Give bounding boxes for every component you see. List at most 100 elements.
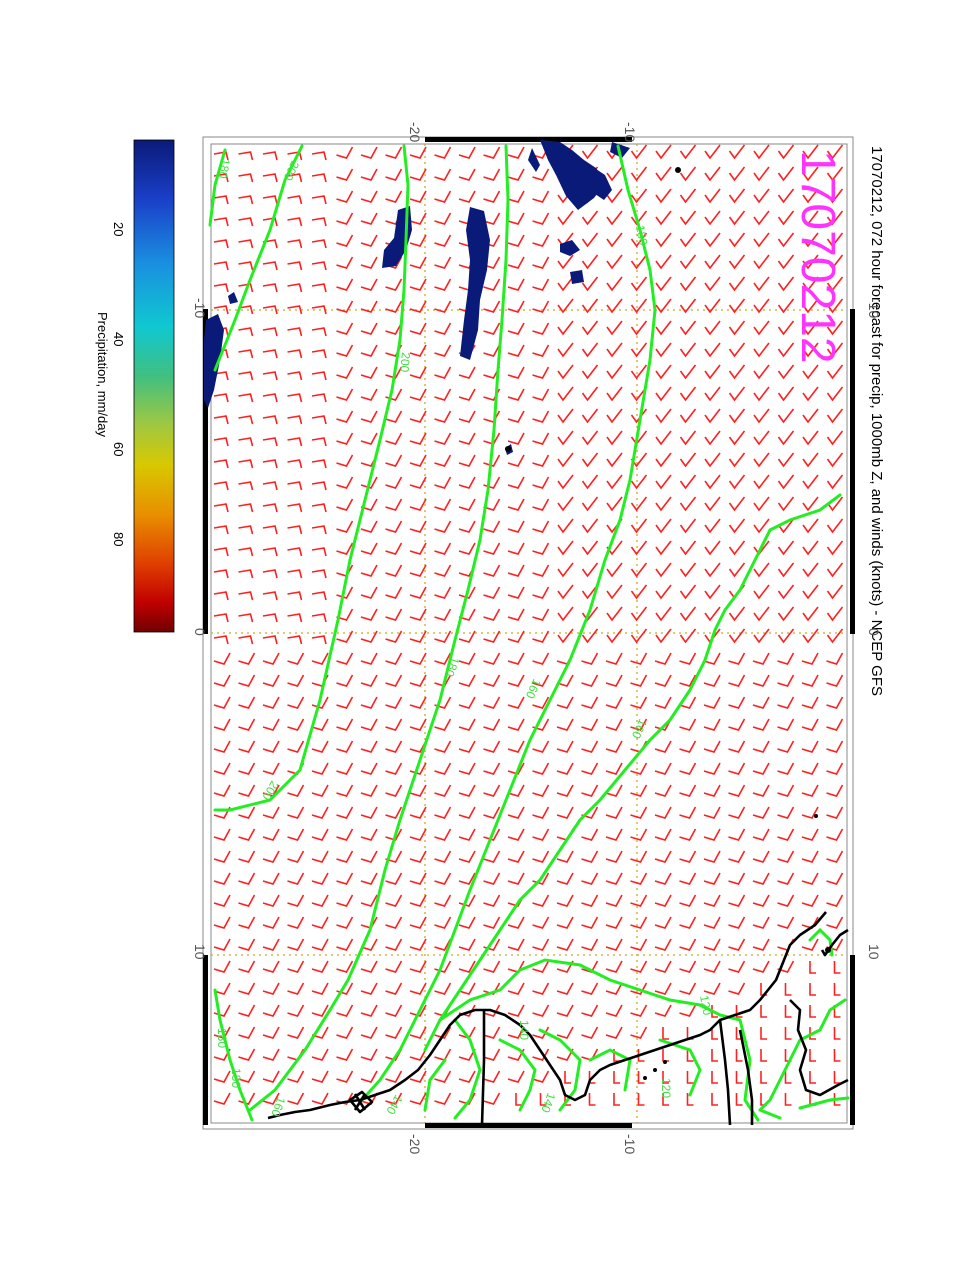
wind-barb bbox=[532, 498, 550, 511]
wind-barb bbox=[703, 652, 721, 665]
wind-barb bbox=[262, 591, 278, 601]
wind-barb bbox=[458, 850, 476, 863]
wind-barb bbox=[409, 1048, 427, 1061]
wind-barb bbox=[826, 540, 844, 556]
wind-barb bbox=[532, 388, 550, 401]
wind-barb bbox=[434, 300, 452, 313]
wind-barb bbox=[262, 393, 278, 403]
wind-barb bbox=[760, 1049, 767, 1062]
wind-barb bbox=[311, 349, 327, 359]
wind-barb bbox=[238, 938, 256, 951]
wind-barb bbox=[581, 828, 599, 841]
wind-barb bbox=[336, 784, 354, 797]
wind-barb bbox=[434, 344, 452, 357]
wind-barb bbox=[336, 300, 354, 313]
wind-barb bbox=[434, 894, 452, 907]
wind-barb bbox=[507, 256, 525, 269]
wind-barb bbox=[704, 518, 721, 534]
wind-barb bbox=[679, 674, 697, 687]
wind-barb bbox=[238, 371, 254, 381]
wind-barb bbox=[238, 305, 254, 315]
wind-barb bbox=[581, 1026, 599, 1039]
wind-barb bbox=[458, 674, 476, 687]
wind-barb bbox=[556, 1004, 574, 1017]
wind-barb bbox=[507, 234, 525, 247]
wind-barb bbox=[385, 960, 403, 973]
wind-barb bbox=[262, 938, 280, 951]
wind-barb bbox=[213, 239, 229, 249]
wind-barb bbox=[777, 584, 795, 600]
wind-barb bbox=[557, 320, 574, 336]
wind-barb bbox=[409, 916, 427, 929]
wind-barb bbox=[532, 564, 550, 577]
wind-barb bbox=[409, 872, 427, 885]
wind-barb bbox=[213, 503, 229, 513]
wind-barb bbox=[507, 608, 525, 621]
wind-barb bbox=[655, 474, 672, 490]
wind-barb bbox=[679, 210, 697, 226]
wind-barb bbox=[581, 562, 599, 578]
wind-barb bbox=[483, 806, 501, 819]
wind-barb bbox=[311, 784, 329, 797]
wind-barb bbox=[777, 364, 795, 380]
wind-barb bbox=[238, 481, 254, 491]
wind-barb bbox=[385, 432, 403, 445]
wind-barb bbox=[238, 872, 256, 885]
wind-barb bbox=[238, 195, 254, 205]
wind-barb bbox=[434, 806, 452, 819]
wind-barb bbox=[434, 718, 452, 731]
wind-barb bbox=[557, 474, 574, 490]
lat-label-bottom: -20 bbox=[407, 1134, 423, 1154]
wind-barb bbox=[802, 298, 819, 314]
wind-barb bbox=[655, 452, 672, 468]
wind-barb bbox=[557, 628, 574, 644]
wind-barb bbox=[679, 584, 697, 600]
wind-barb bbox=[704, 430, 721, 446]
wind-barb bbox=[802, 452, 819, 468]
wind-barb bbox=[434, 1026, 452, 1039]
wind-barb bbox=[507, 168, 525, 181]
wind-barb bbox=[556, 718, 574, 731]
wind-barb bbox=[238, 850, 256, 863]
wind-barb bbox=[654, 674, 672, 687]
lon-label-right: 10 bbox=[866, 944, 882, 960]
wind-barb bbox=[458, 630, 476, 643]
wind-barb bbox=[532, 652, 550, 665]
wind-barb bbox=[777, 144, 795, 160]
wind-barb bbox=[753, 298, 770, 314]
wind-barb bbox=[262, 982, 280, 995]
wind-barb bbox=[777, 276, 795, 292]
wind-barb bbox=[753, 254, 770, 270]
wind-barb bbox=[434, 1092, 452, 1105]
wind-barb bbox=[826, 850, 844, 863]
wind-barb bbox=[581, 408, 599, 424]
wind-barb bbox=[409, 190, 427, 203]
wind-barb bbox=[385, 1004, 403, 1017]
wind-barb bbox=[728, 872, 746, 885]
wind-barb bbox=[360, 1026, 378, 1039]
wind-barb bbox=[434, 278, 452, 291]
wind-barb bbox=[213, 1070, 231, 1083]
wind-barb bbox=[605, 740, 623, 753]
wind-barb bbox=[311, 393, 327, 403]
wind-barb bbox=[311, 503, 327, 513]
wind-barb bbox=[581, 652, 599, 665]
wind-barb bbox=[385, 938, 403, 951]
wind-barb bbox=[630, 718, 648, 731]
wind-barb bbox=[801, 850, 819, 863]
wind-barb bbox=[557, 452, 574, 468]
wind-barb bbox=[483, 300, 501, 313]
wind-barb bbox=[826, 210, 844, 226]
wind-barb bbox=[703, 696, 721, 709]
wind-barb bbox=[458, 410, 476, 423]
wind-barb bbox=[238, 806, 256, 819]
wind-barb bbox=[630, 784, 648, 797]
wind-barb bbox=[630, 828, 648, 841]
wind-barb bbox=[238, 960, 256, 973]
wind-barb bbox=[507, 410, 525, 423]
wind-barb bbox=[238, 591, 254, 601]
wind-barb bbox=[606, 210, 623, 226]
wind-barb bbox=[630, 762, 648, 775]
wind-barb bbox=[238, 982, 256, 995]
wind-barb bbox=[287, 437, 303, 447]
